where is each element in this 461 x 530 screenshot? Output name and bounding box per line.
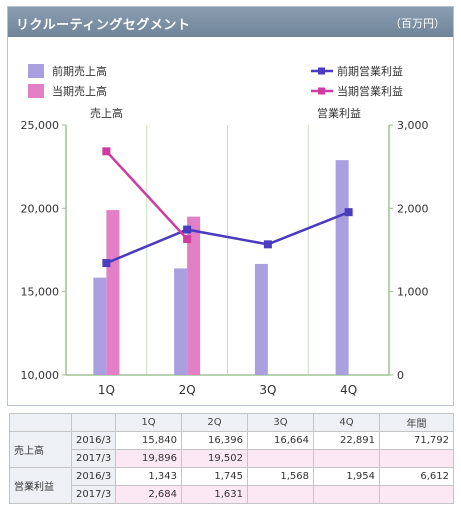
table-cell: 1,954: [313, 467, 380, 486]
legend-label: 前期営業利益: [337, 64, 403, 78]
legend-swatch: [28, 84, 44, 98]
bar: [93, 277, 107, 375]
table-cell: [313, 449, 380, 468]
year-label: 2016/3: [71, 467, 116, 486]
y-tick-label-left: 25,000: [21, 119, 60, 132]
y-tick-label-right: 3,000: [397, 119, 429, 132]
table-cell: 19,502: [181, 449, 248, 468]
y-axis-title-right: 営業利益: [317, 106, 361, 120]
table-cell: 2,684: [115, 485, 182, 504]
table-cell: 19,896: [115, 449, 182, 468]
data-table: 1Q 2Q 3Q 4Q 年間 売上高 2016/3 15,840 16,396 …: [9, 413, 454, 504]
y-tick-label-right: 1,000: [397, 286, 429, 299]
y-tick-label-right: 2,000: [397, 202, 429, 215]
data-point: [183, 235, 192, 244]
table-cell: 15,840: [115, 431, 182, 450]
table-cell: [379, 449, 454, 468]
metric-label: 売上高: [9, 431, 72, 468]
table-cell: 16,664: [247, 431, 314, 450]
legend-marker: [318, 87, 325, 95]
year-label: 2017/3: [71, 449, 116, 468]
table-header-cell: 3Q: [247, 413, 314, 432]
data-point: [263, 240, 272, 249]
bar: [335, 160, 349, 375]
table-header-cell: 年間: [379, 413, 454, 432]
table-cell: [379, 485, 454, 504]
table-cell: 1,631: [181, 485, 248, 504]
x-tick-label: 2Q: [179, 383, 196, 397]
x-tick-label: 4Q: [340, 383, 357, 397]
legend-swatch: [28, 64, 44, 78]
y-tick-label-left: 15,000: [21, 286, 60, 299]
metric-label: 営業利益: [9, 467, 72, 504]
table-row: 売上高 2016/3 15,840 16,396 16,664 22,891 7…: [9, 431, 454, 468]
bar: [187, 216, 201, 375]
data-point: [102, 259, 111, 268]
table-cell: 1,745: [181, 467, 248, 486]
data-point: [344, 208, 353, 217]
bar: [254, 263, 268, 375]
y-tick-label-left: 10,000: [21, 369, 60, 382]
bar: [174, 268, 188, 375]
table-header-cell: [71, 413, 116, 432]
y-axis-title-left: 売上高: [90, 106, 123, 120]
table-cell: 22,891: [313, 431, 380, 450]
data-point: [183, 225, 192, 234]
legend-label: 当期営業利益: [337, 84, 403, 98]
legend-label: 当期売上高: [52, 84, 107, 98]
table-header-cell: 1Q: [115, 413, 182, 432]
year-label: 2016/3: [71, 431, 116, 450]
y-tick-label-left: 20,000: [21, 202, 60, 215]
table-cell: 1,343: [115, 467, 182, 486]
table-cell: [247, 485, 314, 504]
table-row: 2017/3 2,684 1,631: [10, 485, 454, 504]
y-tick-label-right: 0: [397, 369, 404, 382]
x-tick-label: 3Q: [259, 383, 276, 397]
table-header-row: 1Q 2Q 3Q 4Q 年間: [9, 413, 454, 432]
table-cell: 16,396: [181, 431, 248, 450]
panel-header: リクルーティングセグメント （百万円）: [8, 7, 453, 37]
table-cell: 71,792: [379, 431, 454, 450]
table-header-cell: 2Q: [181, 413, 248, 432]
table-cell: 6,612: [379, 467, 454, 486]
chart-panel: リクルーティングセグメント （百万円） 前期売上高当期売上高 前期営業利益 当期営業…: [7, 6, 454, 406]
table-header-cell: [9, 413, 72, 432]
data-point: [102, 147, 111, 156]
x-tick-label: 1Q: [98, 383, 115, 397]
table-row: 営業利益 2016/3 1,343 1,745 1,568 1,954 6,61…: [9, 467, 454, 504]
table-cell: [247, 449, 314, 468]
legend-label: 前期売上高: [52, 64, 107, 78]
unit-label: （百万円）: [390, 17, 445, 30]
series-line: [105, 211, 350, 265]
series-line: [105, 150, 189, 240]
table-cell: [313, 485, 380, 504]
table-header-cell: 4Q: [313, 413, 380, 432]
panel-title: リクルーティングセグメント: [16, 18, 191, 33]
year-label: 2017/3: [71, 485, 116, 504]
legend-marker: [318, 67, 325, 75]
table-cell: 1,568: [247, 467, 314, 486]
table-row: 2017/3 19,896 19,502: [10, 449, 454, 468]
bar: [106, 210, 120, 375]
